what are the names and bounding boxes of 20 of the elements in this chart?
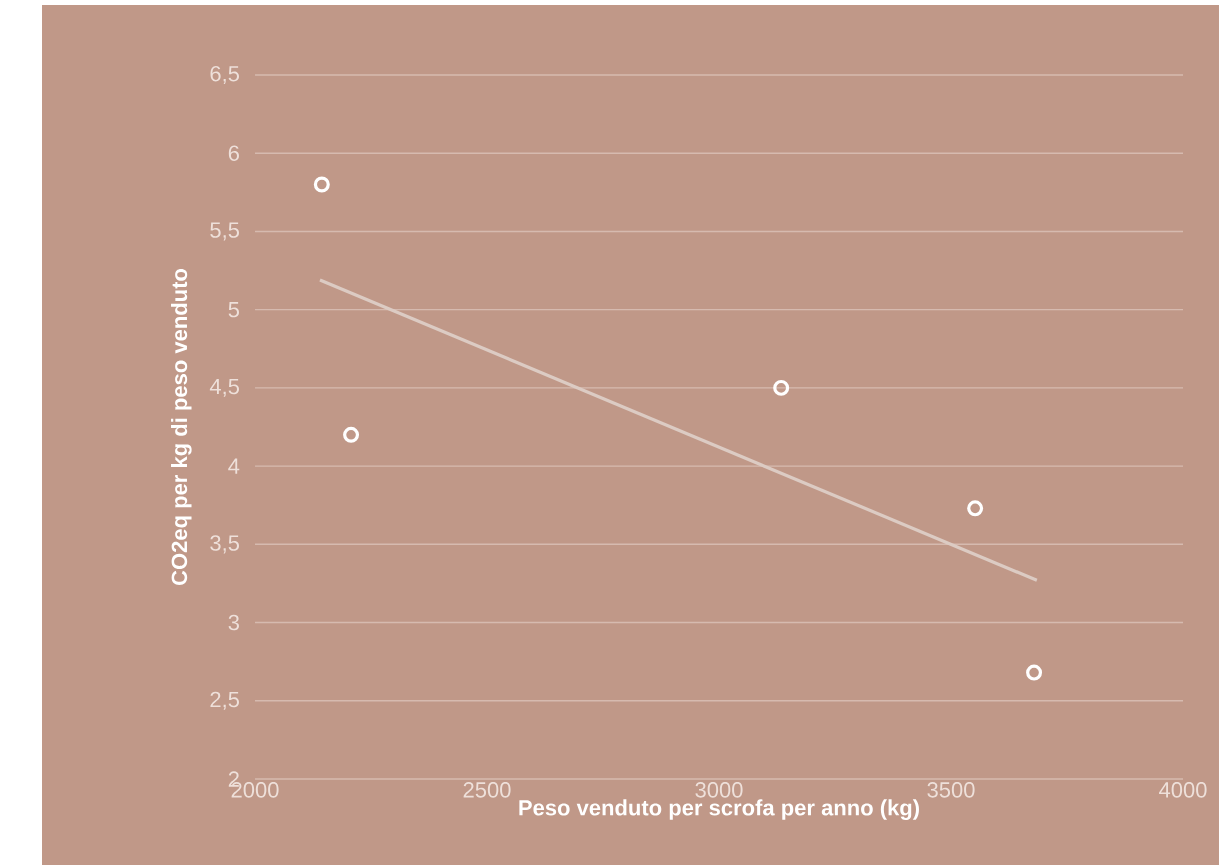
point <box>313 176 330 193</box>
y-tick-label: 2,5 <box>210 691 239 710</box>
y-tick-label: 4,5 <box>209 378 239 397</box>
point <box>1026 664 1043 681</box>
y-tick-label: 3 <box>228 614 239 631</box>
point <box>773 379 790 396</box>
y-tick-label: 5,5 <box>210 222 239 241</box>
x-axis-title: Peso venduto per scrofa per anno (kg) <box>519 799 919 820</box>
x-tick-label: 4000 <box>1159 782 1207 798</box>
x-tick-label: 3000 <box>695 782 743 798</box>
y-tick-label: 5 <box>228 302 239 318</box>
y-tick-label: 4 <box>228 458 240 474</box>
y-tick-label: 3,5 <box>210 535 239 554</box>
x-tick-label: 3500 <box>927 782 975 798</box>
point <box>967 500 984 517</box>
x-tick-label: 2500 <box>463 782 511 798</box>
y-axis-title: CO2eq per kg di peso venduto <box>171 268 192 585</box>
y-tick-label: 6,5 <box>210 65 239 85</box>
point <box>343 426 360 443</box>
y-tick-label: 6 <box>228 145 239 161</box>
